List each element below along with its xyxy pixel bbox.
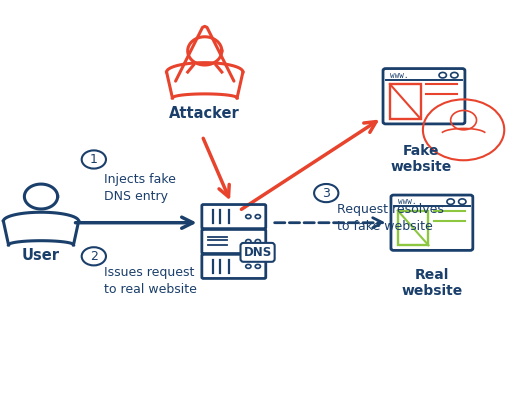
Text: Attacker: Attacker	[169, 106, 240, 121]
Text: www.: www.	[398, 197, 416, 206]
Bar	[398, 211, 429, 245]
Text: DNS: DNS	[243, 246, 272, 259]
Text: 3: 3	[322, 187, 330, 199]
Text: Fake
website: Fake website	[391, 144, 452, 174]
Text: Real
website: Real website	[401, 268, 463, 298]
Text: www.: www.	[390, 71, 408, 80]
Text: User: User	[22, 248, 60, 263]
Text: Request resolves
to fake website: Request resolves to fake website	[337, 203, 444, 233]
Bar	[390, 84, 421, 119]
Text: 1: 1	[90, 153, 98, 166]
Text: Issues request
to real website: Issues request to real website	[105, 266, 198, 296]
Text: 2: 2	[90, 250, 98, 263]
Text: Injects fake
DNS entry: Injects fake DNS entry	[105, 173, 176, 203]
